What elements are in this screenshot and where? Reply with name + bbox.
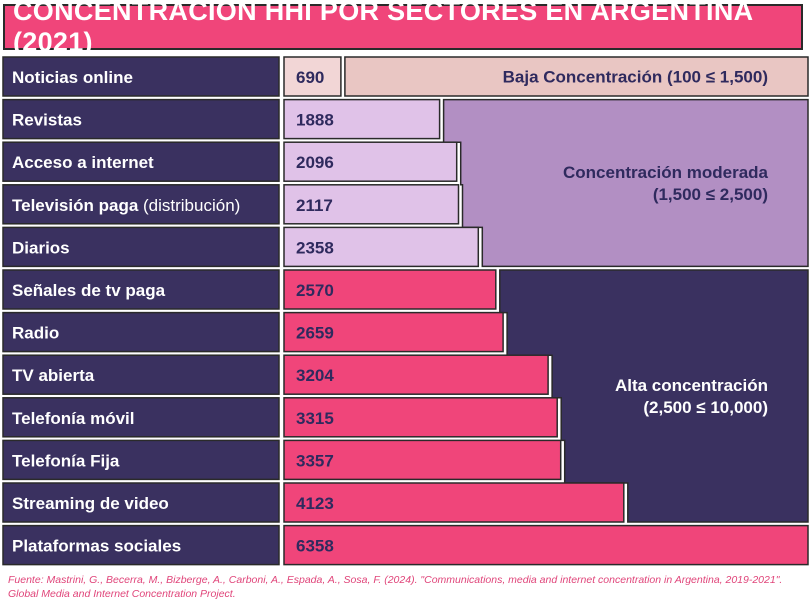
row-label: Señales de tv paga bbox=[12, 281, 166, 300]
bar bbox=[283, 524, 809, 566]
bar bbox=[283, 56, 342, 97]
row-label-box bbox=[2, 98, 280, 140]
value-label: 690 bbox=[296, 68, 324, 87]
bar bbox=[283, 354, 549, 395]
row-label-box bbox=[2, 141, 280, 182]
bar bbox=[283, 269, 497, 310]
source-note: Fuente: Mastrini, G., Becerra, M., Bizbe… bbox=[8, 573, 808, 601]
bar bbox=[283, 439, 562, 481]
row-label: Televisión paga (distribución) bbox=[12, 196, 240, 215]
row-label-box bbox=[2, 397, 280, 438]
source-line-1: Fuente: Mastrini, G., Becerra, M., Bizbe… bbox=[8, 574, 783, 586]
row-label: Revistas bbox=[12, 111, 82, 130]
zone-low bbox=[344, 56, 809, 97]
value-label: 2570 bbox=[296, 281, 334, 300]
source-line-2: Global Media and Internet Concentration … bbox=[8, 588, 236, 600]
bar bbox=[283, 311, 504, 353]
zone-label-moderate-2: (1,500 ≤ 2,500) bbox=[653, 185, 768, 204]
bar bbox=[283, 98, 441, 140]
value-label: 1888 bbox=[296, 111, 334, 130]
bar bbox=[283, 482, 625, 523]
row-label: Telefonía móvil bbox=[12, 409, 135, 428]
row-label: Radio bbox=[12, 324, 59, 343]
row-label: Streaming de video bbox=[12, 494, 169, 513]
row-label: Plataformas sociales bbox=[12, 537, 181, 556]
row-label-box bbox=[2, 482, 280, 523]
bar bbox=[283, 397, 558, 438]
bar bbox=[283, 226, 480, 268]
bar bbox=[283, 141, 458, 182]
value-label: 3204 bbox=[296, 366, 334, 385]
bar bbox=[283, 184, 460, 225]
value-label: 2358 bbox=[296, 238, 334, 257]
row-label-box bbox=[2, 311, 280, 353]
row-label: Telefonía Fija bbox=[12, 451, 120, 470]
row-label-box bbox=[2, 354, 280, 395]
zone-label-moderate-1: Concentración moderada bbox=[563, 163, 769, 182]
row-label-box bbox=[2, 226, 280, 268]
zone-label-low-1: Baja Concentración (100 ≤ 1,500) bbox=[503, 68, 768, 87]
zone-moderate bbox=[442, 98, 809, 268]
row-label-box bbox=[2, 524, 280, 566]
value-label: 3357 bbox=[296, 451, 334, 470]
value-label: 4123 bbox=[296, 494, 334, 513]
value-label: 3315 bbox=[296, 409, 334, 428]
row-label-box bbox=[2, 269, 280, 310]
value-label: 6358 bbox=[296, 537, 334, 556]
row-label: TV abierta bbox=[12, 366, 95, 385]
row-label: Acceso a internet bbox=[12, 153, 154, 172]
value-label: 2117 bbox=[296, 196, 333, 215]
value-label: 2659 bbox=[296, 324, 334, 343]
row-label-box bbox=[2, 439, 280, 481]
chart-title: CONCENTRACIÓN HHI POR SECTORES EN ARGENT… bbox=[3, 0, 803, 57]
row-label-box bbox=[2, 184, 280, 225]
zone-label-high-2: (2,500 ≤ 10,000) bbox=[643, 398, 768, 417]
row-label: Noticias online bbox=[12, 68, 133, 87]
value-label: 2096 bbox=[296, 153, 334, 172]
zone-label-high-1: Alta concentración bbox=[615, 376, 768, 395]
row-label: Diarios bbox=[12, 238, 70, 257]
row-label-box bbox=[2, 56, 280, 97]
